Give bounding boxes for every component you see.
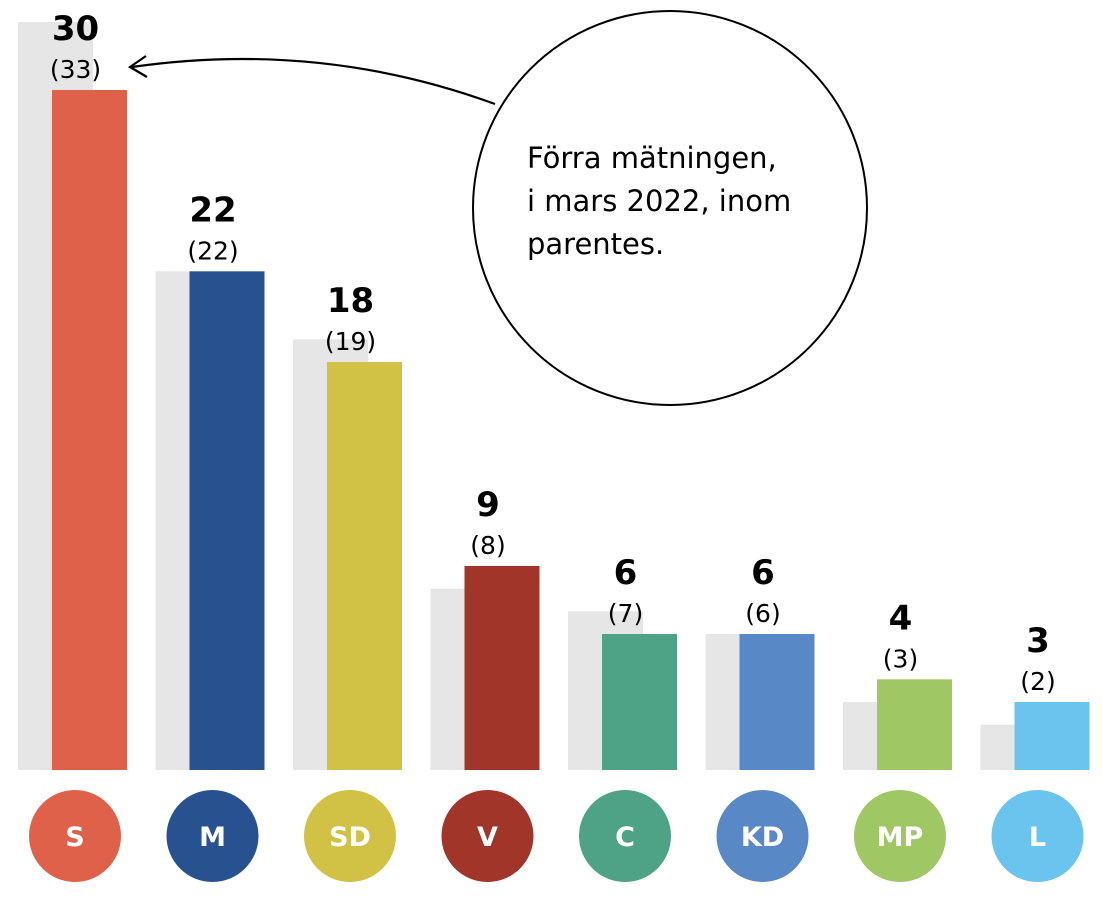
previous-value-label-s: (33) — [50, 55, 101, 84]
party-badge-s — [29, 790, 121, 882]
current-value-label-kd: 6 — [751, 553, 775, 593]
party-label-kd: KD — [741, 822, 784, 853]
current-value-label-s: 30 — [52, 9, 99, 49]
party-label-c: C — [615, 822, 635, 853]
party-badge-l — [991, 790, 1084, 882]
current-bar-v — [464, 565, 540, 770]
previous-value-label-kd: (6) — [745, 599, 780, 628]
annotation-callout: Förra mätningen, i mars 2022, inom paren… — [127, 10, 868, 406]
annotation-arrow — [131, 57, 496, 106]
party-label-v: V — [477, 822, 498, 853]
current-value-label-v: 9 — [476, 485, 500, 525]
previous-value-label-c: (7) — [608, 599, 643, 628]
previous-value-label-m: (22) — [187, 236, 238, 265]
party-badge-kd — [716, 790, 809, 882]
current-bar-sd — [327, 361, 402, 770]
current-value-label-mp: 4 — [889, 598, 913, 638]
party-badge-sd — [304, 790, 396, 882]
party-label-m: M — [199, 822, 226, 853]
annotation-line-2: i mars 2022, inom — [527, 184, 791, 218]
party-label-l: L — [1029, 822, 1046, 853]
current-bar-s — [52, 89, 127, 771]
party-badges-group: S M SD V C KD MP L — [29, 790, 1084, 882]
current-bar-l — [1014, 701, 1090, 770]
previous-value-label-v: (8) — [470, 531, 505, 560]
value-labels-group: 30 (33) 22 (22) 18 (19) 9 (8) 6 (7) 6 (6) 4 (3) 3 (2) — [50, 9, 1056, 696]
previous-value-label-l: (2) — [1020, 667, 1055, 696]
party-badge-mp — [854, 790, 946, 882]
party-label-mp: MP — [877, 822, 924, 853]
current-bars-group — [52, 89, 1090, 771]
party-badge-m — [166, 790, 259, 882]
party-label-s: S — [65, 822, 84, 853]
current-bar-mp — [877, 679, 952, 770]
current-value-label-c: 6 — [614, 553, 638, 593]
party-badge-c — [579, 790, 671, 882]
current-value-label-m: 22 — [189, 190, 236, 230]
party-label-sd: SD — [329, 822, 371, 853]
current-bar-kd — [739, 633, 815, 770]
annotation-line-3: parentes. — [527, 227, 664, 261]
party-badge-v — [441, 790, 534, 882]
previous-value-label-mp: (3) — [883, 644, 918, 673]
current-bar-c — [602, 633, 677, 770]
annotation-circle — [472, 10, 868, 406]
annotation-line-1: Förra mätningen, — [527, 141, 777, 175]
current-value-label-sd: 18 — [327, 281, 374, 321]
previous-value-label-sd: (19) — [325, 327, 376, 356]
annotation-arrowhead — [127, 55, 148, 78]
current-value-label-l: 3 — [1026, 621, 1050, 661]
current-bar-m — [189, 271, 265, 770]
